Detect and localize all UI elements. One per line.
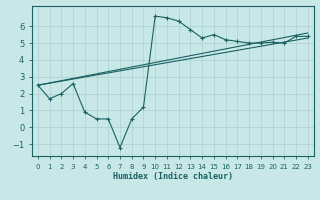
X-axis label: Humidex (Indice chaleur): Humidex (Indice chaleur)	[113, 172, 233, 181]
